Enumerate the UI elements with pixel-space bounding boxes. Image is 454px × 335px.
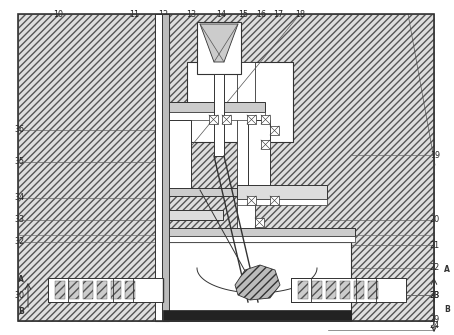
Text: 20: 20 <box>430 215 440 224</box>
Bar <box>209 115 218 124</box>
Bar <box>312 281 322 299</box>
Bar <box>18 235 163 321</box>
Bar <box>48 278 68 302</box>
Bar <box>111 281 121 299</box>
Bar <box>237 199 327 205</box>
Bar <box>155 236 355 242</box>
Bar <box>125 281 135 299</box>
Text: 29: 29 <box>430 316 440 325</box>
Text: 22: 22 <box>430 264 440 272</box>
Text: 28: 28 <box>430 291 440 300</box>
Bar <box>354 281 364 299</box>
Text: B: B <box>18 308 24 317</box>
Text: 10: 10 <box>53 10 63 19</box>
Bar <box>163 230 351 315</box>
Polygon shape <box>200 24 238 62</box>
Bar <box>163 210 223 220</box>
Bar <box>155 14 162 321</box>
Bar <box>83 281 93 299</box>
Text: 15: 15 <box>238 10 248 19</box>
Bar <box>340 281 350 299</box>
Bar <box>255 218 264 227</box>
Text: 36: 36 <box>14 126 24 134</box>
Bar <box>356 278 376 302</box>
Bar <box>163 310 351 321</box>
Bar <box>270 126 279 135</box>
Bar <box>155 102 265 112</box>
Bar <box>163 242 351 320</box>
Text: 12: 12 <box>158 10 168 19</box>
Bar <box>326 281 336 299</box>
Text: 11: 11 <box>129 10 139 19</box>
Bar <box>247 115 256 124</box>
Bar <box>248 120 270 190</box>
Bar <box>155 14 169 321</box>
Text: B: B <box>444 306 450 315</box>
Text: 35: 35 <box>14 157 24 166</box>
Bar <box>169 188 270 196</box>
Bar <box>261 115 270 124</box>
Text: A: A <box>444 266 450 274</box>
Text: 32: 32 <box>14 238 24 247</box>
Bar <box>162 14 169 321</box>
Bar <box>55 281 65 299</box>
Bar <box>97 281 107 299</box>
Bar <box>69 281 79 299</box>
Text: 21: 21 <box>430 241 440 250</box>
Bar <box>197 22 241 74</box>
Bar <box>237 185 327 199</box>
Text: 34: 34 <box>14 194 24 202</box>
Bar <box>155 228 355 236</box>
Bar <box>298 281 308 299</box>
Bar <box>48 278 163 302</box>
Bar <box>155 112 265 120</box>
Bar <box>237 62 255 237</box>
Bar <box>291 278 311 302</box>
Text: 24: 24 <box>430 321 440 330</box>
Text: 18: 18 <box>295 10 305 19</box>
Bar <box>291 278 406 302</box>
Text: 30: 30 <box>14 290 24 299</box>
Text: 19: 19 <box>430 150 440 159</box>
Bar <box>368 281 378 299</box>
Text: 23: 23 <box>430 290 440 299</box>
Text: 33: 33 <box>14 215 24 224</box>
Bar <box>270 196 279 205</box>
Bar <box>247 196 256 205</box>
Bar <box>222 115 231 124</box>
Text: 17: 17 <box>273 10 283 19</box>
Bar <box>169 120 191 190</box>
Bar <box>351 235 434 321</box>
Bar <box>187 62 293 142</box>
Text: 16: 16 <box>256 10 266 19</box>
Polygon shape <box>235 265 280 300</box>
Text: A: A <box>18 275 24 284</box>
Text: 13: 13 <box>186 10 196 19</box>
Bar <box>261 140 270 149</box>
Bar <box>113 278 133 302</box>
Bar <box>214 74 224 156</box>
Text: 14: 14 <box>216 10 226 19</box>
